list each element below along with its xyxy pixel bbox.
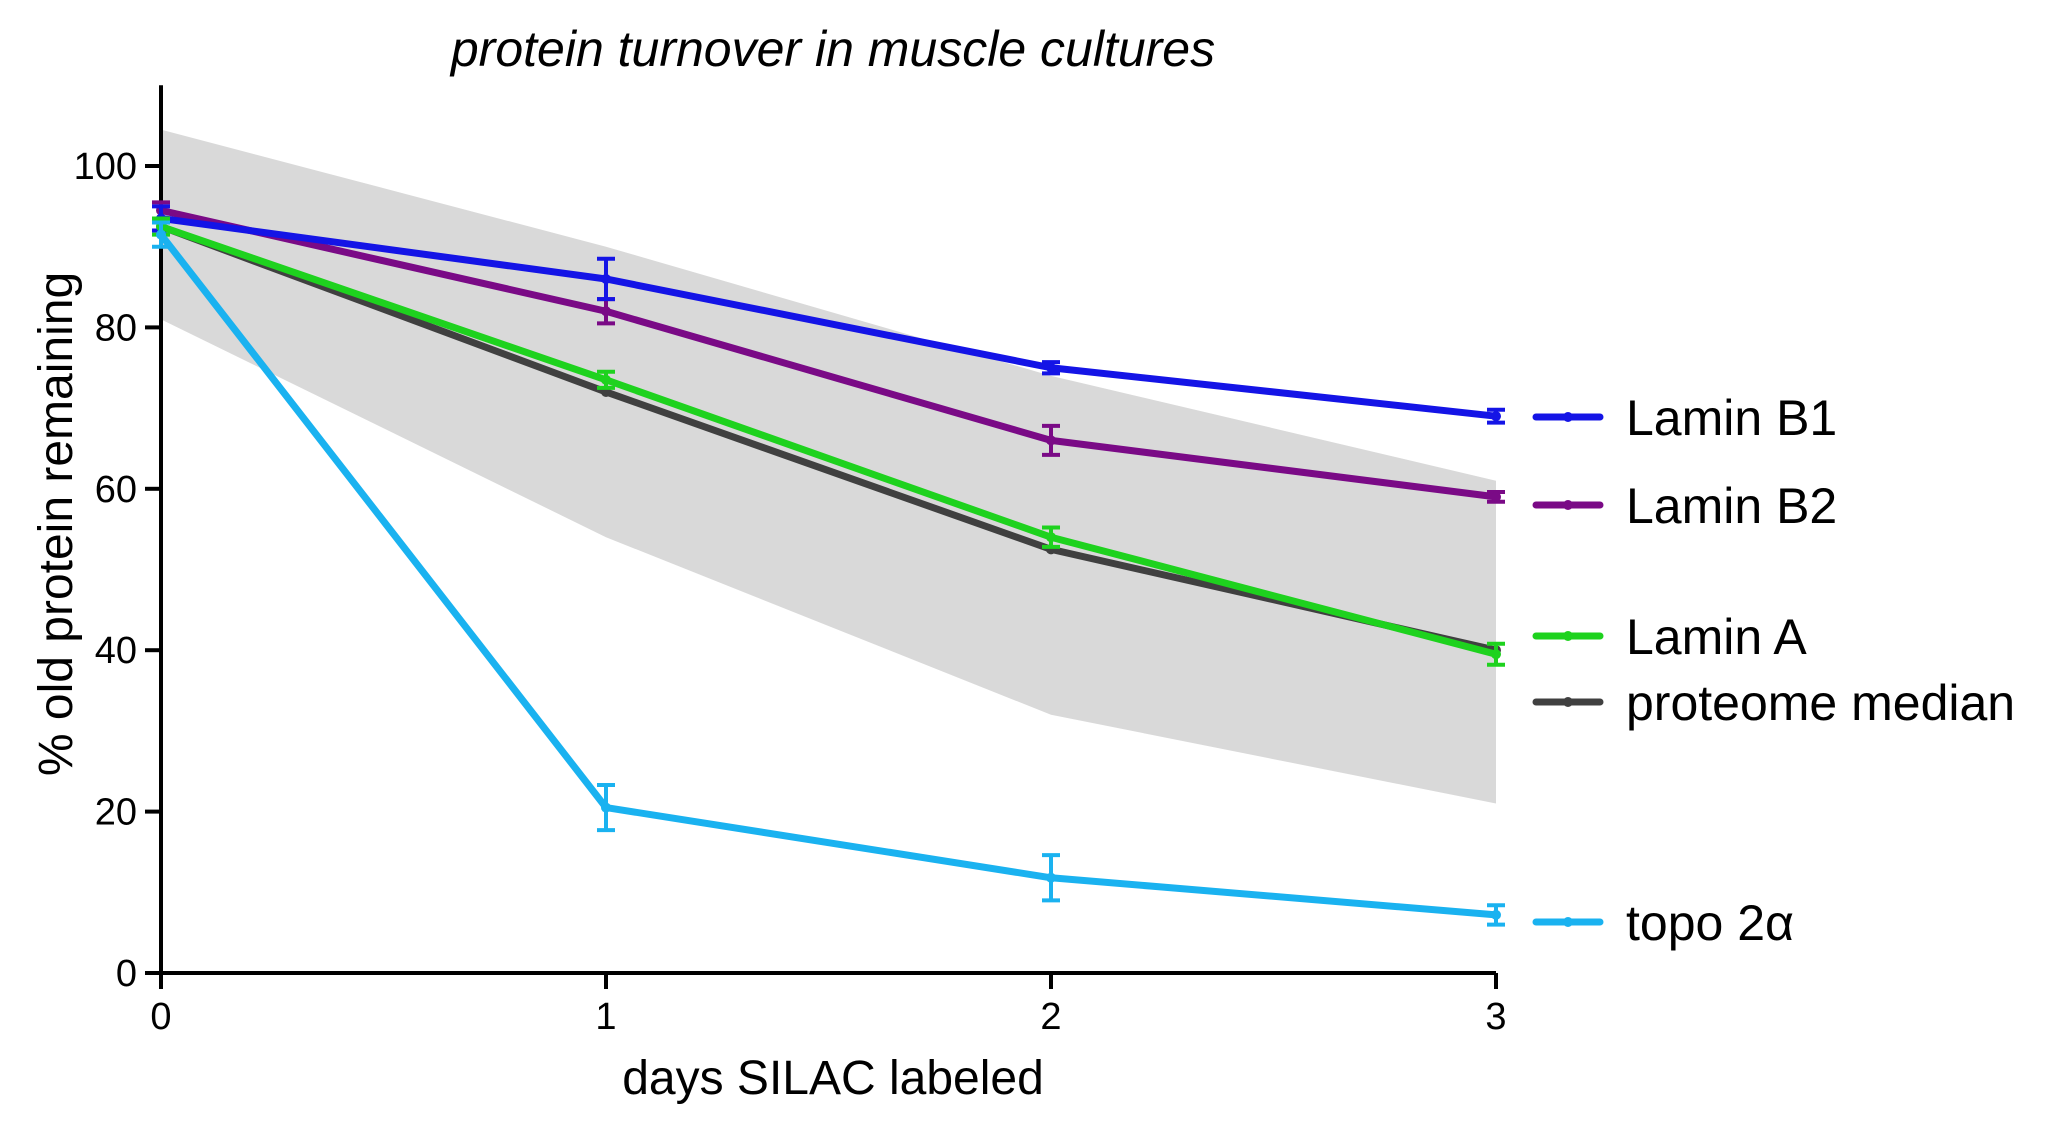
legend-label-topo-2-: topo 2α	[1626, 895, 1794, 951]
point-lamin-b1-2	[1046, 362, 1056, 373]
legend-label-lamin-b1: Lamin B1	[1626, 390, 1837, 446]
x-tick-label-0: 0	[150, 996, 171, 1038]
point-lamin-a-1	[601, 374, 611, 385]
y-axis-label: % old protein remaining	[30, 272, 83, 776]
point-topo-2--1	[601, 802, 611, 813]
y-tick-label-0: 0	[116, 953, 137, 995]
point-topo-2--3	[1491, 909, 1501, 920]
point-lamin-b2-1	[601, 306, 611, 317]
legend: Lamin B1 Lamin B2 Lamin A proteome median to…	[1532, 390, 2015, 951]
series-line-lamin-a	[157, 223, 1500, 658]
legend-item-lamin-b2: Lamin B2	[1532, 478, 1837, 534]
variance-band-layer	[161, 129, 1496, 804]
y-tick-label-80: 80	[95, 307, 137, 349]
series-layer	[152, 200, 1505, 927]
point-lamin-a-2	[1046, 532, 1056, 543]
legend-item-proteome-median: proteome median	[1532, 675, 2015, 731]
point-lamin-a-3	[1491, 649, 1501, 660]
series-topo-2-	[152, 220, 1505, 927]
point-lamin-b2-2	[1046, 435, 1056, 446]
y-tick-label-20: 20	[95, 792, 137, 834]
legend-label-lamin-a: Lamin A	[1626, 609, 1807, 665]
series-line-lamin-b1	[157, 214, 1500, 420]
series-line-topo-2-	[157, 231, 1500, 919]
variance-band	[161, 129, 1496, 804]
y-tick-label-60: 60	[95, 469, 137, 511]
point-topo-2--0	[156, 229, 166, 240]
legend-marker-lamin-a	[1563, 631, 1573, 641]
x-tick-label-1: 1	[595, 996, 616, 1038]
point-lamin-b1-3	[1491, 411, 1501, 422]
legend-item-lamin-a: Lamin A	[1532, 609, 1807, 665]
x-axis-label: days SILAC labeled	[622, 1052, 1044, 1105]
legend-item-lamin-b1: Lamin B1	[1532, 390, 1837, 446]
y-tick-label-100: 100	[74, 146, 137, 188]
point-topo-2--2	[1046, 872, 1056, 883]
legend-label-proteome-median: proteome median	[1626, 675, 2015, 731]
point-lamin-b1-1	[601, 273, 611, 284]
series-line-proteome-median	[157, 223, 1500, 654]
legend-item-topo-2-: topo 2α	[1532, 895, 1794, 951]
axes: 0 20 40 60 80 100 0 1 2 3	[74, 85, 1507, 1038]
chart-title: protein turnover in muscle cultures	[449, 21, 1215, 77]
legend-marker-proteome-median	[1563, 697, 1573, 707]
legend-marker-lamin-b1	[1563, 412, 1573, 422]
legend-marker-topo-2-	[1563, 917, 1573, 927]
legend-label-lamin-b2: Lamin B2	[1626, 478, 1837, 534]
y-tick-label-40: 40	[95, 630, 137, 672]
legend-marker-lamin-b2	[1563, 500, 1573, 510]
point-lamin-b2-3	[1491, 491, 1501, 502]
series-line-lamin-b2	[157, 206, 1500, 501]
x-tick-label-3: 3	[1485, 996, 1506, 1038]
x-tick-label-2: 2	[1040, 996, 1061, 1038]
